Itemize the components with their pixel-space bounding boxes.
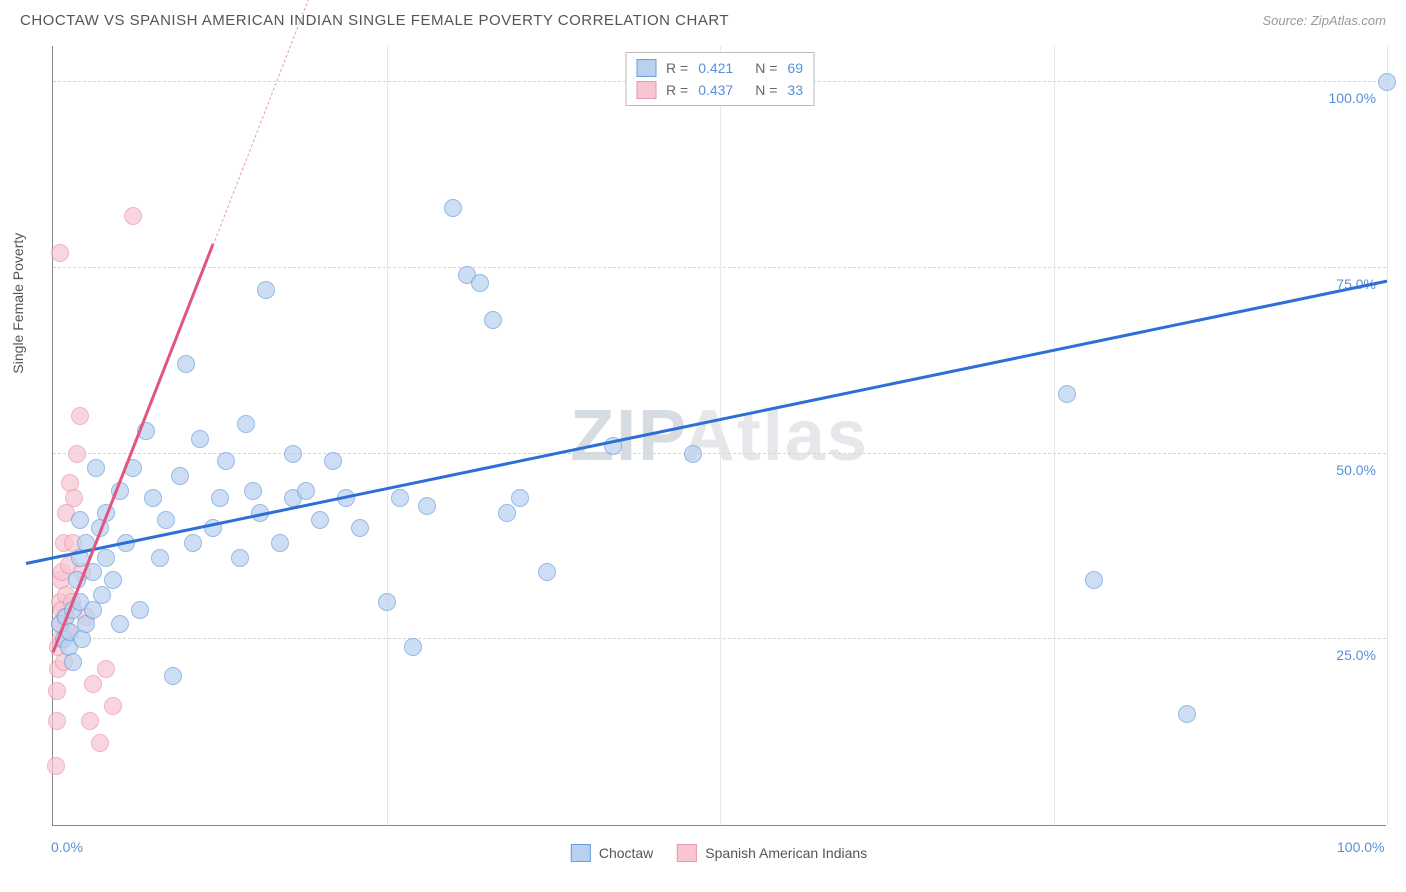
data-point xyxy=(68,445,86,463)
data-point xyxy=(64,653,82,671)
trend-line xyxy=(26,280,1387,565)
y-tick-label: 100.0% xyxy=(1329,90,1376,106)
data-point xyxy=(111,615,129,633)
data-point xyxy=(177,355,195,373)
data-point xyxy=(511,489,529,507)
data-point xyxy=(231,549,249,567)
data-point xyxy=(1058,385,1076,403)
data-point xyxy=(144,489,162,507)
data-point xyxy=(391,489,409,507)
data-point xyxy=(404,638,422,656)
data-point xyxy=(297,482,315,500)
data-point xyxy=(51,244,69,262)
data-point xyxy=(271,534,289,552)
data-point xyxy=(48,712,66,730)
x-tick-label: 100.0% xyxy=(1337,839,1384,855)
n-value: 69 xyxy=(787,60,803,76)
correlation-chart: ZIPAtlas 25.0%50.0%75.0%100.0%0.0%100.0%… xyxy=(52,46,1386,826)
legend-item: Choctaw xyxy=(571,844,653,862)
data-point xyxy=(1085,571,1103,589)
r-label: R = xyxy=(666,82,688,98)
data-point xyxy=(471,274,489,292)
data-point xyxy=(171,467,189,485)
r-value: 0.421 xyxy=(698,60,733,76)
data-point xyxy=(81,712,99,730)
legend-stats: R = 0.421 N = 69 R = 0.437 N = 33 xyxy=(625,52,814,106)
data-point xyxy=(324,452,342,470)
source-attribution: Source: ZipAtlas.com xyxy=(1262,13,1386,28)
legend-stats-row: R = 0.437 N = 33 xyxy=(636,79,803,101)
data-point xyxy=(48,682,66,700)
legend-bottom: Choctaw Spanish American Indians xyxy=(571,844,867,862)
data-point xyxy=(1378,73,1396,91)
data-point xyxy=(1178,705,1196,723)
legend-swatch xyxy=(636,59,656,77)
data-point xyxy=(684,445,702,463)
plot-area: ZIPAtlas 25.0%50.0%75.0%100.0%0.0%100.0%… xyxy=(52,46,1386,826)
data-point xyxy=(84,675,102,693)
data-point xyxy=(157,511,175,529)
r-label: R = xyxy=(666,60,688,76)
data-point xyxy=(237,415,255,433)
data-point xyxy=(444,199,462,217)
data-point xyxy=(71,511,89,529)
legend-label: Spanish American Indians xyxy=(705,845,867,861)
data-point xyxy=(217,452,235,470)
data-point xyxy=(244,482,262,500)
data-point xyxy=(257,281,275,299)
data-point xyxy=(104,697,122,715)
data-point xyxy=(104,571,122,589)
data-point xyxy=(97,660,115,678)
data-point xyxy=(351,519,369,537)
data-point xyxy=(97,549,115,567)
data-point xyxy=(65,489,83,507)
data-point xyxy=(47,757,65,775)
data-point xyxy=(151,549,169,567)
chart-header: CHOCTAW VS SPANISH AMERICAN INDIAN SINGL… xyxy=(0,0,1406,37)
data-point xyxy=(211,489,229,507)
n-label: N = xyxy=(755,60,777,76)
data-point xyxy=(538,563,556,581)
data-point xyxy=(164,667,182,685)
grid-line xyxy=(720,46,721,825)
n-label: N = xyxy=(755,82,777,98)
legend-swatch xyxy=(571,844,591,862)
data-point xyxy=(311,511,329,529)
data-point xyxy=(71,407,89,425)
chart-title: CHOCTAW VS SPANISH AMERICAN INDIAN SINGL… xyxy=(20,12,729,29)
data-point xyxy=(184,534,202,552)
data-point xyxy=(131,601,149,619)
legend-label: Choctaw xyxy=(599,845,653,861)
data-point xyxy=(93,586,111,604)
data-point xyxy=(191,430,209,448)
data-point xyxy=(284,445,302,463)
r-value: 0.437 xyxy=(698,82,733,98)
n-value: 33 xyxy=(787,82,803,98)
data-point xyxy=(87,459,105,477)
legend-stats-row: R = 0.421 N = 69 xyxy=(636,57,803,79)
x-tick-label: 0.0% xyxy=(51,839,83,855)
data-point xyxy=(124,207,142,225)
data-point xyxy=(378,593,396,611)
y-tick-label: 50.0% xyxy=(1336,462,1376,478)
data-point xyxy=(91,734,109,752)
data-point xyxy=(484,311,502,329)
y-tick-label: 25.0% xyxy=(1336,647,1376,663)
legend-swatch xyxy=(677,844,697,862)
grid-line xyxy=(1054,46,1055,825)
grid-line xyxy=(387,46,388,825)
data-point xyxy=(418,497,436,515)
grid-line xyxy=(1387,46,1388,825)
legend-item: Spanish American Indians xyxy=(677,844,867,862)
y-axis-label: Single Female Poverty xyxy=(10,233,26,374)
legend-swatch xyxy=(636,81,656,99)
data-point xyxy=(498,504,516,522)
